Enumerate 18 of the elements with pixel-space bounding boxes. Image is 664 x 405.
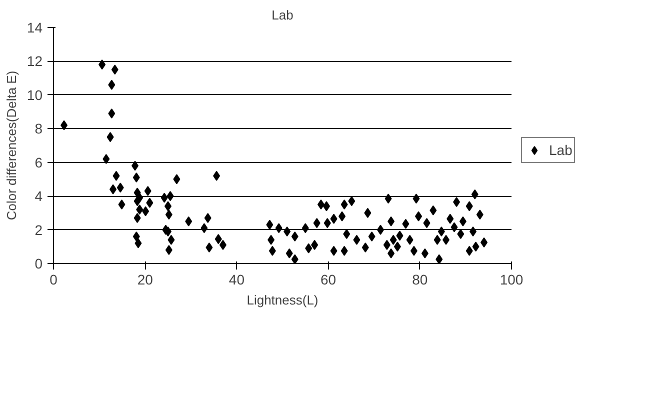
x-tick-label: 0 xyxy=(50,272,58,288)
chart-title: Lab xyxy=(272,8,294,22)
y-tick-label: 4 xyxy=(34,188,43,204)
x-tick-label: 60 xyxy=(320,272,336,288)
y-axis-title: Color differences(Delta E) xyxy=(4,70,19,220)
y-tick-label: 12 xyxy=(26,53,43,70)
y-tick-label: 2 xyxy=(34,222,43,238)
y-tick-label: 8 xyxy=(34,120,43,137)
legend-label: Lab xyxy=(549,142,572,158)
y-tick-label: 10 xyxy=(26,86,43,103)
x-tick-label: 100 xyxy=(500,272,524,288)
y-tick-label: 0 xyxy=(34,256,43,272)
x-tick-label: 20 xyxy=(137,272,154,288)
x-tick-label: 40 xyxy=(228,272,245,288)
x-axis-title: Lightness(L) xyxy=(246,292,318,308)
y-tick-label: 14 xyxy=(26,20,43,36)
x-tick-label: 80 xyxy=(412,272,428,288)
y-tick-label: 6 xyxy=(34,154,43,170)
